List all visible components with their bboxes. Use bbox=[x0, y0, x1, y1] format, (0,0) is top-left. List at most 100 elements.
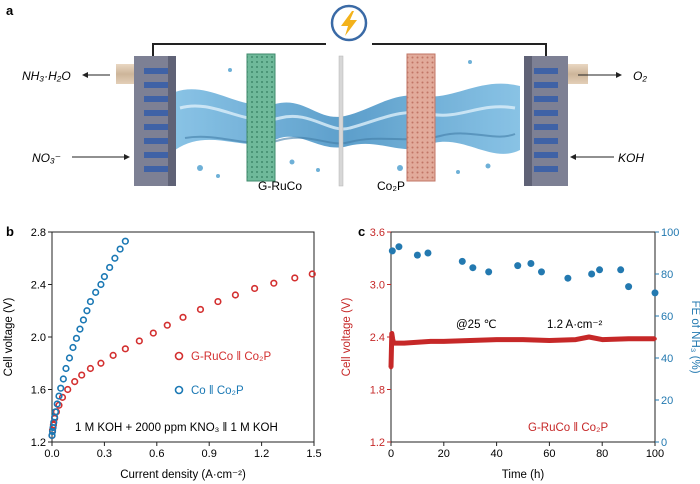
g-ruco-data-point bbox=[270, 279, 278, 287]
co-data-point bbox=[106, 263, 114, 272]
chart-c-temperature-note: @25 ℃ bbox=[456, 319, 497, 331]
cell-voltage-point bbox=[574, 337, 578, 342]
co-data-point bbox=[121, 237, 129, 245]
legend-marker-g-ruco bbox=[174, 351, 184, 361]
co-data-point bbox=[79, 316, 88, 324]
chart-b-x-tick-label: 0.9 bbox=[202, 448, 217, 460]
chart-b-y-tick-label: 1.6 bbox=[31, 385, 46, 397]
legend-marker-co bbox=[174, 385, 184, 395]
chart-b-x-tick-label: 1.2 bbox=[254, 448, 269, 460]
chart-c-y-tick-label: 2.4 bbox=[370, 332, 385, 344]
co-data-point bbox=[97, 280, 105, 289]
g-ruco-data-point bbox=[149, 329, 157, 337]
chart-c-x-axis-label: Time (h) bbox=[502, 469, 545, 481]
cell-voltage-point bbox=[468, 338, 473, 343]
co-data-point bbox=[48, 427, 57, 436]
chart-c-y-tick-label: 1.2 bbox=[370, 437, 385, 449]
chart-c-y2-tick-label: 40 bbox=[661, 353, 673, 365]
right-top-arrow-head bbox=[616, 72, 622, 78]
g-ruco-data-point bbox=[179, 313, 187, 321]
co-data-point bbox=[53, 400, 61, 408]
chart-c-y2-tick-label: 100 bbox=[661, 227, 679, 239]
g-ruco-data-point bbox=[121, 345, 129, 353]
fe-nh3-data-point bbox=[625, 283, 633, 291]
co-data-point bbox=[116, 245, 124, 253]
co-data-point bbox=[48, 431, 56, 440]
left-bottom-input-label: NO₃⁻ bbox=[32, 151, 61, 165]
co-data-point bbox=[57, 384, 65, 392]
co-data-point bbox=[59, 375, 67, 383]
chart-c-points bbox=[388, 243, 659, 370]
cell-voltage-point bbox=[521, 337, 525, 342]
g-ruco-data-point bbox=[58, 393, 67, 401]
chart-b-x-tick-label: 0.3 bbox=[97, 448, 112, 460]
chart-c-ticks: 0 20 40 60 80 100 1.2 1.8 2.4 3.0 3.6 0 20 40 60 80 100 bbox=[370, 227, 680, 460]
chart-b-y-axis-label: Cell voltage (V) bbox=[3, 298, 15, 377]
co-data-point bbox=[76, 325, 84, 333]
co-data-point bbox=[69, 343, 77, 352]
g-ruco-data-point bbox=[308, 270, 316, 278]
chart-c-current-note: 1.2 A·cm⁻² bbox=[547, 319, 602, 331]
left-outlet-pipe bbox=[116, 64, 138, 84]
chart-b-condition-note: 1 M KOH + 2000 ppm KNO₃ ‖ 1 M KOH bbox=[75, 422, 278, 434]
chart-b-y-tick-label: 2.8 bbox=[31, 227, 46, 239]
left-end-plate bbox=[134, 56, 176, 186]
right-bottom-arrow-head bbox=[570, 154, 576, 160]
chart-c-y-tick-label: 3.0 bbox=[370, 280, 385, 292]
panel-c-label: c bbox=[358, 224, 365, 239]
chart-c-y-axis-label: Cell voltage (V) bbox=[341, 298, 353, 377]
fe-nh3-data-point bbox=[388, 247, 396, 255]
co-data-point bbox=[51, 408, 60, 416]
co-data-point bbox=[86, 297, 95, 306]
cell-voltage-point bbox=[389, 365, 393, 370]
co-data-point bbox=[111, 254, 119, 262]
g-ruco-data-point bbox=[214, 297, 222, 306]
cell-voltage-point bbox=[390, 336, 395, 341]
g-ruco-data-point bbox=[196, 305, 205, 314]
fe-nh3-data-point bbox=[469, 264, 477, 272]
fe-nh3-data-point bbox=[485, 268, 493, 276]
fe-nh3-data-point bbox=[424, 249, 432, 257]
right-top-output-label: O₂ bbox=[633, 69, 647, 83]
cell-voltage-point bbox=[494, 337, 499, 342]
panel-a-label: a bbox=[6, 3, 14, 18]
g-ruco-data-point bbox=[231, 291, 239, 299]
chart-b-x-tick-label: 1.5 bbox=[306, 448, 321, 460]
co-data-point bbox=[100, 273, 108, 281]
cell-voltage-point bbox=[389, 331, 394, 336]
chart-c-y2-tick-label: 0 bbox=[661, 437, 667, 449]
cell-voltage-point bbox=[547, 338, 552, 343]
cathode-label: G-RuCo bbox=[258, 179, 302, 193]
cell-voltage-point bbox=[394, 341, 399, 345]
g-ruco-data-point bbox=[78, 371, 86, 379]
chart-c-x-tick-label: 80 bbox=[596, 448, 608, 460]
right-end-plate bbox=[524, 56, 568, 186]
chart-b-y-tick-label: 1.2 bbox=[31, 437, 46, 449]
chart-c-y2-tick-label: 60 bbox=[661, 311, 673, 323]
cell-voltage-point bbox=[600, 337, 604, 342]
fe-nh3-data-point bbox=[458, 257, 466, 265]
chart-b-frame bbox=[51, 231, 315, 443]
chart-b-x-tick-label: 0.0 bbox=[44, 448, 59, 460]
cell-voltage-point bbox=[415, 340, 420, 345]
chart-c-x-tick-label: 100 bbox=[646, 448, 664, 460]
cell-voltage-point bbox=[428, 339, 433, 344]
g-ruco-data-point bbox=[163, 321, 171, 329]
anode-electrode bbox=[406, 53, 436, 182]
membrane bbox=[338, 55, 344, 187]
chart-c-y2-axis-label: FE of NH₃ (%) bbox=[689, 300, 700, 373]
chart-c-y2-tick-label: 20 bbox=[661, 395, 673, 407]
left-top-arrow-head bbox=[82, 72, 88, 78]
g-ruco-data-point bbox=[135, 337, 143, 345]
legend-label-co: Co ‖ Co₂P bbox=[191, 385, 244, 397]
chart-b-ticks: 0.0 0.3 0.6 0.9 1.2 1.5 1.2 1.6 2.0 2.4 2.8 bbox=[31, 227, 322, 460]
fe-nh3-data-point bbox=[537, 268, 545, 276]
electrolyte-flow bbox=[175, 60, 520, 178]
cell-voltage-point bbox=[391, 341, 396, 345]
cell-voltage-point bbox=[402, 341, 407, 345]
cell-voltage-point bbox=[653, 336, 657, 341]
chart-c-y-tick-label: 1.8 bbox=[370, 385, 385, 397]
co-data-point bbox=[62, 364, 70, 373]
cell-voltage-point bbox=[587, 335, 591, 339]
